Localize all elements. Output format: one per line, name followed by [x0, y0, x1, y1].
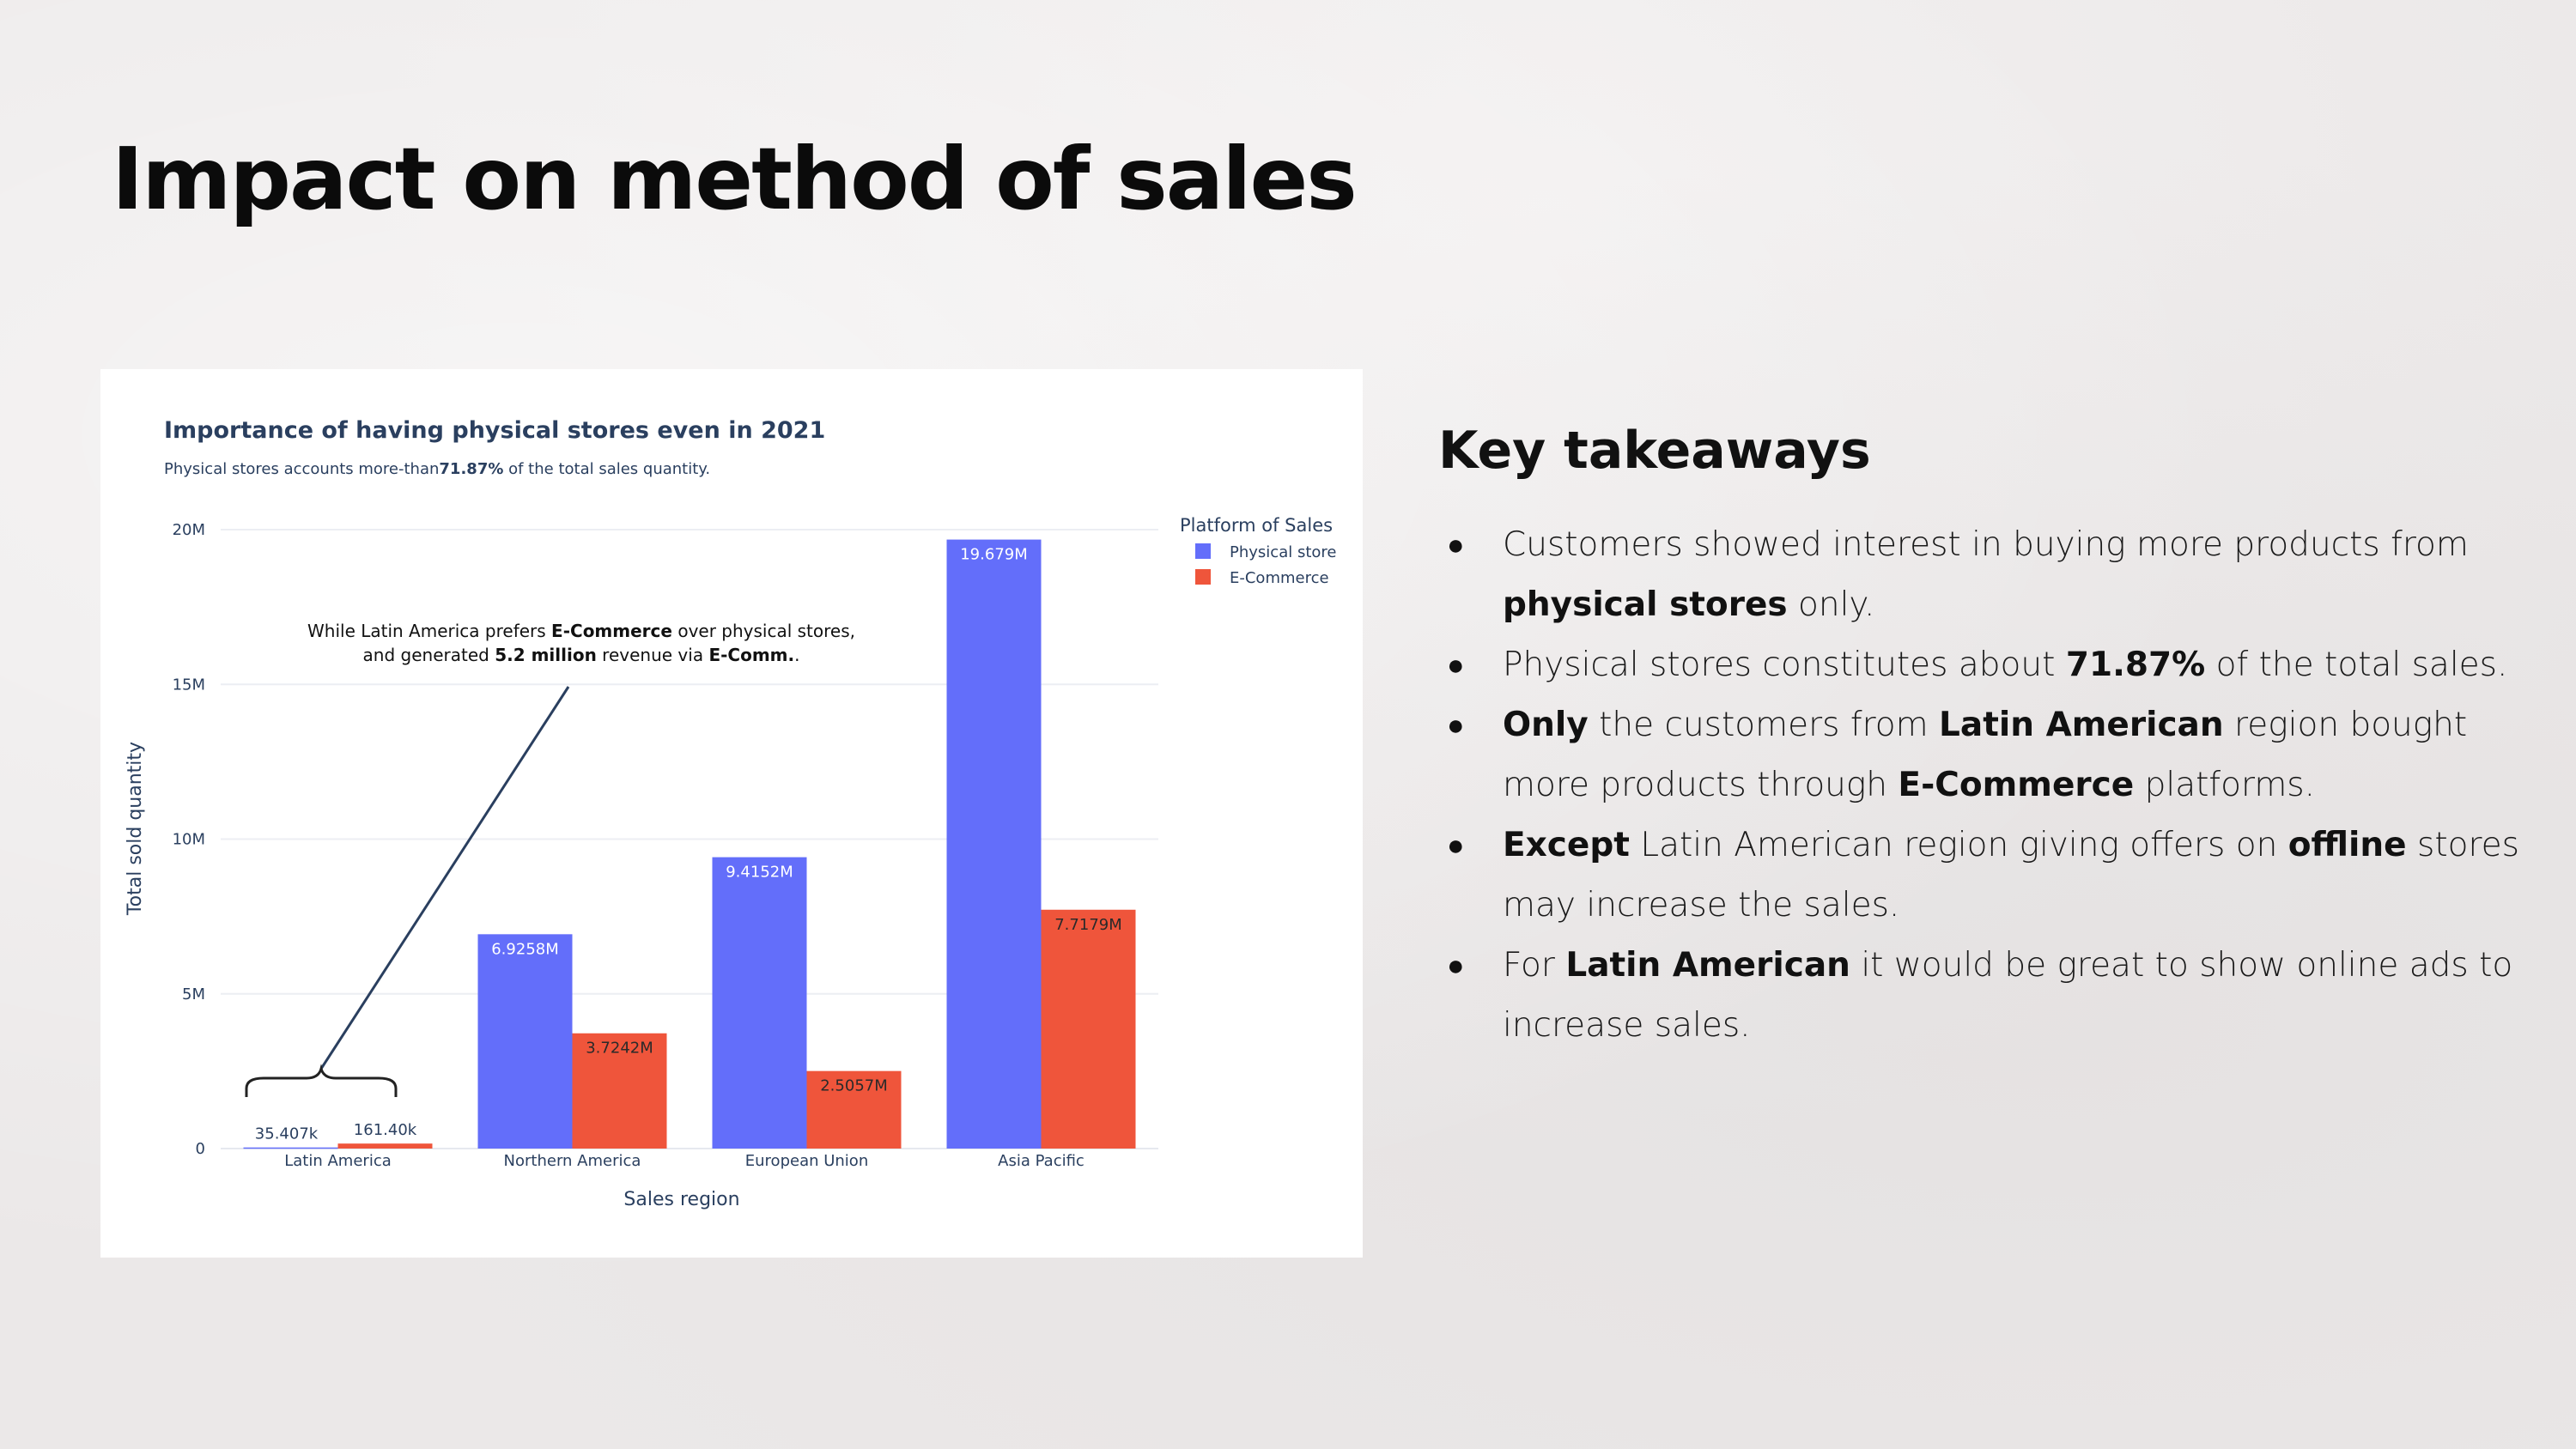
takeaway-emphasis: E-Commerce — [1898, 766, 2135, 804]
takeaway-list: ● Customers showed interest in buying mor… — [1438, 515, 2520, 1056]
takeaway-text: it would be great to show online ads to … — [1503, 946, 2513, 1045]
chart-subtitle: Physical stores accounts more-than71.87%… — [164, 460, 710, 478]
bar-label-physical-store-european-union: 9.4152M — [726, 864, 793, 882]
takeaway-emphasis: physical stores — [1503, 585, 1788, 624]
bars — [243, 539, 1136, 1149]
annotation-line-2-part-3: revenue via — [597, 645, 709, 665]
chart-subtitle-part-1: Physical stores accounts more-than — [164, 460, 439, 478]
legend-label-e-commerce: E-Commerce — [1230, 569, 1329, 587]
annotation-arrow — [319, 686, 570, 1070]
bar-label-e-commerce-northern-america: 3.7242M — [586, 1040, 653, 1058]
legend-swatch-physical-store — [1195, 543, 1211, 559]
bar-e-commerce-asia-pacific — [1041, 909, 1136, 1149]
legend: Platform of Sales Physical store E-Comme… — [1180, 515, 1336, 587]
annotation-line-2-part-4: E-Comm. — [708, 645, 794, 665]
legend-title: Platform of Sales — [1180, 515, 1333, 536]
chart-card: Importance of having physical stores eve… — [100, 369, 1363, 1258]
takeaway-emphasis: Except — [1503, 826, 1630, 864]
takeaways-title: Key takeaways — [1438, 421, 1871, 481]
y-axis-title: Total sold quantity — [125, 742, 146, 916]
chart-subtitle-part-2: 71.87% — [439, 460, 503, 478]
bar-e-commerce-european-union — [806, 1070, 902, 1149]
takeaway-text: For — [1503, 946, 1566, 985]
takeaway-emphasis: Latin American — [1565, 946, 1850, 985]
annotation-line-2-part-5: . — [794, 645, 799, 665]
bar-physical-store-northern-america — [477, 934, 573, 1149]
legend-label-physical-store: Physical store — [1230, 543, 1336, 561]
y-tick-label: 20M — [173, 521, 205, 539]
takeaway-item: ● Only the customers from Latin American … — [1438, 695, 2520, 815]
takeaway-item: ● For Latin American it would be great to… — [1438, 936, 2520, 1056]
takeaway-text: platforms. — [2134, 766, 2316, 804]
bullet-icon: ● — [1447, 949, 1465, 983]
takeaway-item: ● Physical stores constitutes about 71.87… — [1438, 635, 2520, 695]
bar-physical-store-asia-pacific — [946, 539, 1042, 1149]
bullet-icon: ● — [1447, 828, 1465, 863]
y-tick-label: 0 — [196, 1140, 205, 1158]
takeaway-text: Customers showed interest in buying more… — [1503, 525, 2469, 564]
annotation-line-2: and generated 5.2 million revenue via E-… — [363, 645, 800, 665]
takeaway-emphasis: offline — [2287, 826, 2407, 864]
y-tick-label: 5M — [182, 985, 205, 1003]
annotation-line-1-part-1: While Latin America prefers — [307, 621, 551, 641]
annotation-line-1: While Latin America prefers E-Commerce o… — [307, 621, 855, 641]
annotation: While Latin America prefers E-Commerce o… — [245, 621, 855, 1097]
bar-label-e-commerce-asia-pacific: 7.7179M — [1054, 916, 1122, 934]
chart-subtitle-part-3: of the total sales quantity. — [503, 460, 710, 478]
takeaway-item: ● Customers showed interest in buying mor… — [1438, 515, 2520, 635]
x-axis-title: Sales region — [623, 1189, 739, 1210]
bar-label-e-commerce-latin-america: 161.40k — [354, 1121, 417, 1139]
annotation-line-1-part-3: over physical stores, — [672, 621, 855, 641]
takeaway-text: Latin American region giving offers on — [1629, 826, 2288, 864]
annotation-line-1-part-2: E-Commerce — [551, 621, 672, 641]
bullet-icon: ● — [1447, 708, 1465, 743]
takeaway-text: Physical stores constitutes about — [1503, 646, 2066, 684]
y-tick-label: 10M — [173, 831, 205, 849]
bar-label-physical-store-northern-america: 6.9258M — [491, 940, 559, 958]
annotation-brace — [245, 1064, 398, 1097]
chart-title: Importance of having physical stores eve… — [164, 417, 825, 444]
bullet-icon: ● — [1447, 648, 1465, 682]
x-tick-label: European Union — [745, 1152, 868, 1170]
y-tick-label: 15M — [173, 676, 205, 694]
takeaways-panel: Key takeaways ● Customers showed interest… — [1438, 421, 2520, 1056]
bar-label-physical-store-asia-pacific: 19.679M — [960, 546, 1028, 564]
bar-physical-store-latin-america — [243, 1147, 338, 1149]
takeaway-emphasis: Only — [1503, 706, 1589, 744]
bar-chart: Importance of having physical stores eve… — [125, 417, 1336, 1210]
takeaway-text: region bought more products through — [1503, 706, 2468, 804]
takeaway-emphasis: Latin American — [1939, 706, 2224, 744]
y-tick-labels: 0 5M 10M 15M 20M — [173, 521, 205, 1158]
takeaway-text: stores may increase the sales. — [1503, 826, 2519, 925]
takeaway-emphasis: 71.87% — [2065, 646, 2206, 684]
bar-label-physical-store-latin-america: 35.407k — [255, 1125, 319, 1143]
takeaway-text: only. — [1787, 585, 1875, 624]
legend-swatch-e-commerce — [1195, 569, 1211, 585]
annotation-line-2-part-1: and generated — [363, 645, 495, 665]
bar-label-e-commerce-european-union: 2.5057M — [820, 1077, 888, 1095]
takeaway-text: the customers from — [1588, 706, 1940, 744]
annotation-line-2-part-2: 5.2 million — [495, 645, 597, 665]
x-tick-label: Latin America — [284, 1152, 392, 1170]
x-tick-label: Northern America — [504, 1152, 641, 1170]
bar-e-commerce-northern-america — [572, 1033, 667, 1149]
x-tick-label: Asia Pacific — [998, 1152, 1084, 1170]
x-tick-labels: Latin America Northern America European Un… — [284, 1152, 1084, 1170]
bullet-icon: ● — [1447, 528, 1465, 562]
bar-physical-store-european-union — [712, 857, 807, 1149]
takeaway-item: ● Except Latin American region giving off… — [1438, 815, 2520, 936]
bar-e-commerce-latin-america — [337, 1143, 433, 1149]
slide-title: Impact on method of sales — [112, 129, 1358, 229]
takeaway-text: of the total sales. — [2205, 646, 2508, 684]
bar-labels: 35.407k 161.40k 6.9258M 3.7242M 9.4152M 2.505… — [255, 546, 1122, 1143]
